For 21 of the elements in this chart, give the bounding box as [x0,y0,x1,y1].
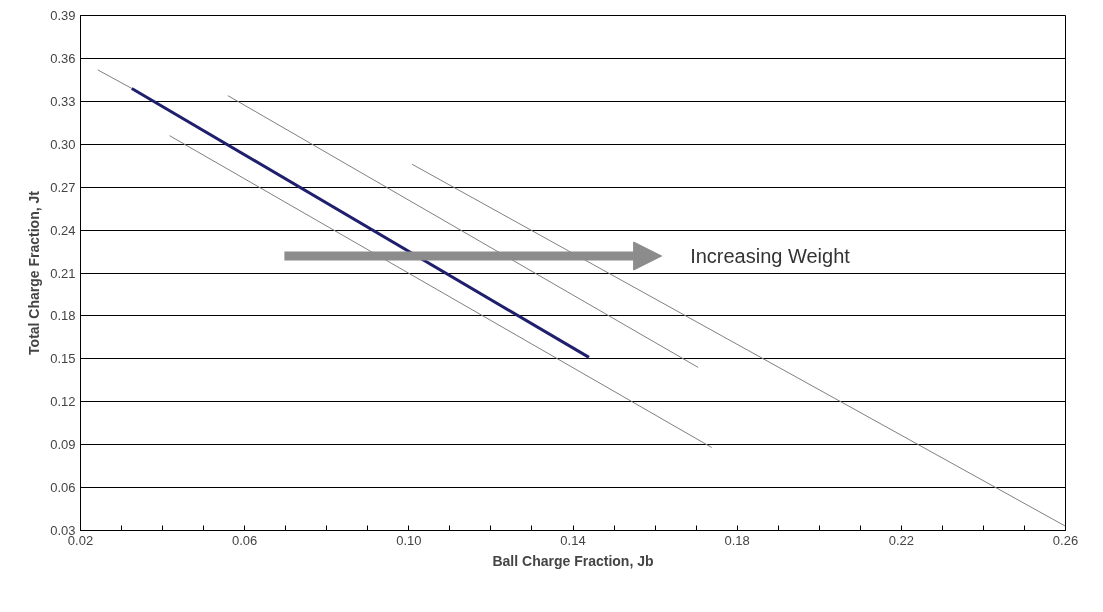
y-axis-title: Total Charge Fraction, Jt [26,190,43,355]
y-tick-label: 0.15 [50,351,76,367]
x-tick-label: 0.14 [560,532,586,548]
y-tick-label: 0.12 [50,394,76,410]
y-tick-label: 0.24 [50,222,76,238]
x-tick-label: 0.10 [396,532,422,548]
y-tick-label: 0.39 [50,8,76,23]
y-tick-label: 0.21 [50,265,76,281]
y-tick-label: 0.18 [50,308,76,324]
y-tick-label: 0.30 [50,136,76,152]
y-tick-label: 0.09 [50,437,76,453]
x-tick-label: 0.06 [232,532,258,548]
annotation: Increasing Weight [690,245,851,268]
y-tick-label: 0.36 [50,50,76,66]
y-tick-label: 0.33 [50,93,76,109]
x-axis-title: Ball Charge Fraction, Jb [492,552,654,569]
x-tick-label: 0.18 [724,532,750,548]
x-tick-label: 0.26 [1052,532,1079,548]
y-tick-label: 0.27 [50,179,76,195]
x-tick-label: 0.22 [888,532,914,548]
y-tick-label: 0.06 [50,480,76,496]
